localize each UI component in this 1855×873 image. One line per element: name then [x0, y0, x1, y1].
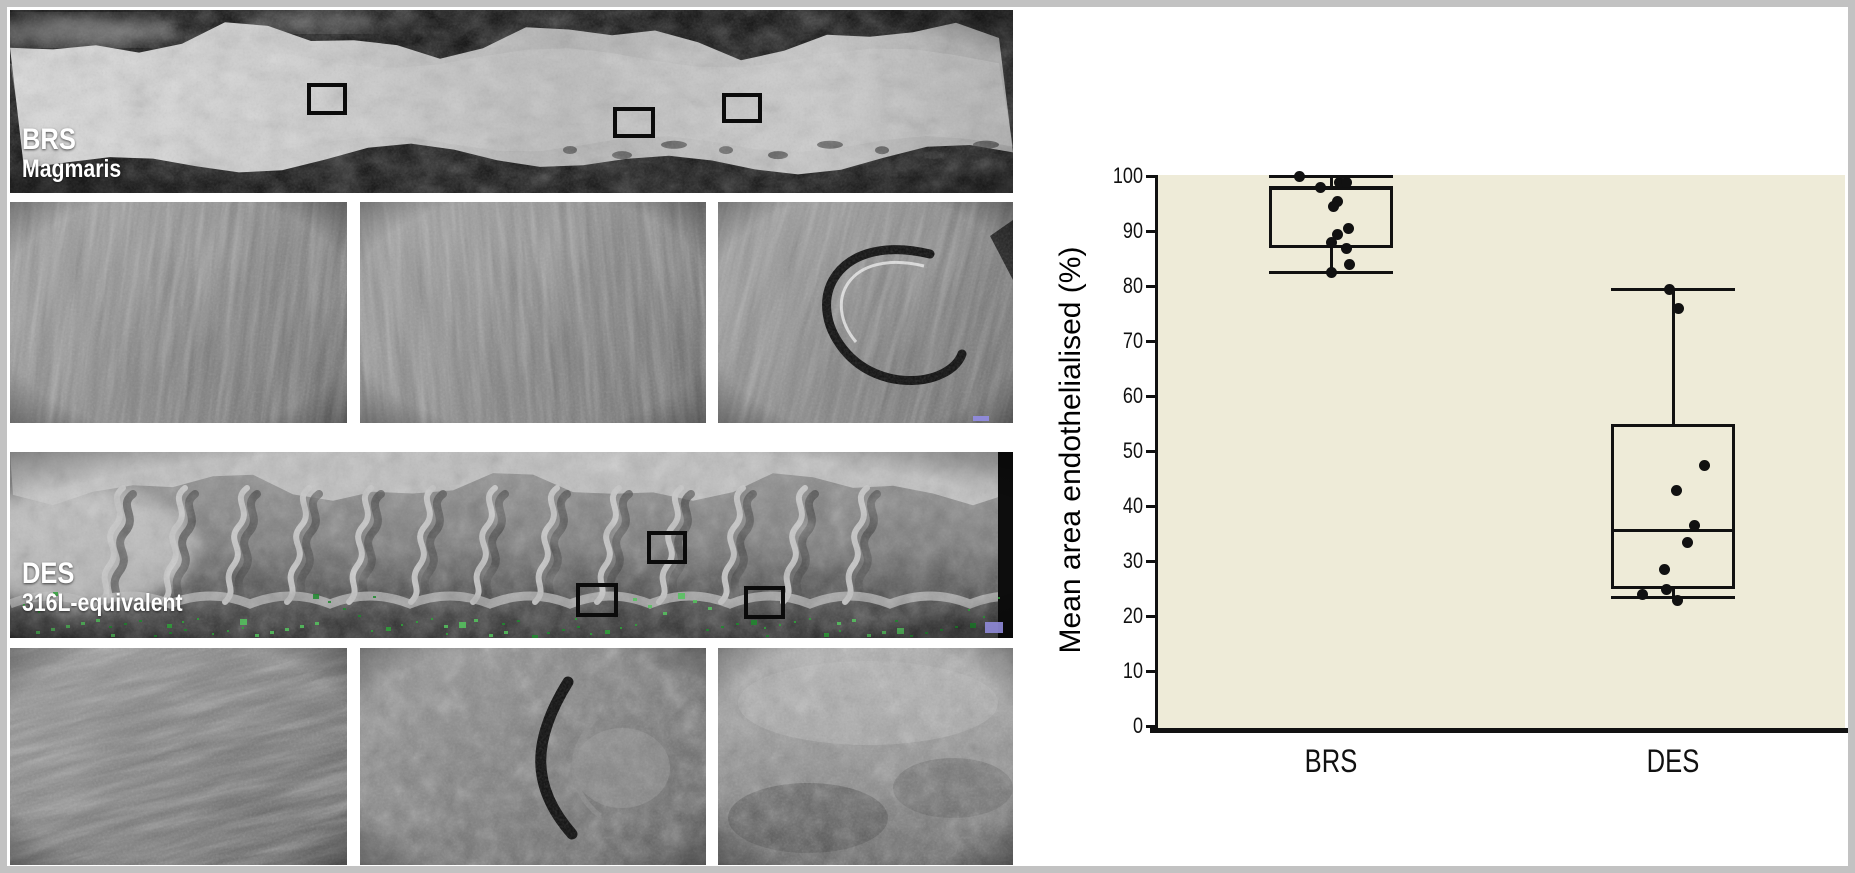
- roi-box-des-1: [647, 531, 687, 564]
- des-data-point: [1673, 303, 1684, 314]
- brs-detail-3-texture: [718, 202, 1013, 423]
- brs-data-point: [1341, 242, 1352, 254]
- y-tick-label-60: 60: [1122, 383, 1143, 408]
- y-tick-100: [1146, 174, 1155, 178]
- y-tick-30: [1146, 559, 1155, 563]
- frame-bottom: [0, 866, 1855, 873]
- brs-median-line: [1269, 185, 1393, 189]
- x-axis-label-des: DES: [1646, 743, 1700, 779]
- des-data-point: [1659, 564, 1670, 576]
- des-overview-micrograph: DES 316L-equivalent: [10, 452, 1013, 638]
- roi-box-brs-1: [307, 83, 347, 115]
- des-median-line: [1611, 529, 1735, 533]
- des-data-point: [1689, 520, 1700, 532]
- des-detail-1-texture: [10, 648, 347, 865]
- brs-label-block: BRS Magmaris: [22, 124, 121, 182]
- des-detail-2-texture: [360, 648, 706, 865]
- y-tick-label-90: 90: [1122, 218, 1143, 243]
- des-data-point: [1661, 583, 1672, 595]
- y-axis-line: [1155, 175, 1158, 733]
- brs-data-point: [1341, 176, 1352, 188]
- des-detail-micrograph-3: [718, 648, 1013, 865]
- brs-overview-micrograph: BRS Magmaris: [10, 10, 1013, 193]
- roi-box-brs-3: [722, 93, 762, 123]
- x-axis-label-brs: BRS: [1304, 743, 1358, 779]
- des-data-point: [1672, 594, 1683, 606]
- des-detail-micrograph-2: [360, 648, 706, 865]
- brs-data-point: [1343, 223, 1354, 235]
- brs-subtitle: Magmaris: [22, 154, 122, 183]
- des-whisker-top: [1671, 288, 1675, 424]
- y-tick-70: [1146, 339, 1155, 343]
- plot-area: [1157, 175, 1845, 729]
- y-tick-label-100: 100: [1112, 163, 1143, 188]
- des-detail-micrograph-1: [10, 648, 347, 865]
- y-tick-10: [1146, 669, 1155, 673]
- des-data-point: [1637, 589, 1648, 600]
- y-tick-label-40: 40: [1122, 493, 1143, 518]
- brs-title: BRS: [22, 123, 76, 156]
- y-tick-label-80: 80: [1122, 273, 1143, 298]
- y-tick-90: [1146, 229, 1155, 233]
- brs-detail-1-texture: [10, 202, 347, 423]
- des-label-block: DES 316L-equivalent: [22, 558, 183, 616]
- frame-right: [1848, 0, 1855, 873]
- brs-data-point: [1294, 171, 1305, 182]
- scale-marker: [985, 622, 1003, 633]
- brs-data-point: [1332, 228, 1343, 240]
- roi-box-des-2: [576, 583, 618, 617]
- des-overview-texture: [10, 452, 1013, 638]
- frame-top: [0, 0, 1855, 7]
- brs-data-point: [1344, 259, 1355, 270]
- scale-marker: [973, 416, 989, 421]
- y-tick-0: [1146, 724, 1155, 728]
- brs-data-point: [1328, 201, 1339, 213]
- brs-data-point: [1332, 195, 1343, 207]
- y-tick-40: [1146, 504, 1155, 508]
- y-tick-20: [1146, 614, 1155, 618]
- y-tick-80: [1146, 284, 1155, 288]
- des-data-point: [1699, 459, 1710, 471]
- y-tick-60: [1146, 394, 1155, 398]
- y-tick-label-50: 50: [1122, 438, 1143, 463]
- des-title: DES: [22, 557, 75, 590]
- y-tick-50: [1146, 449, 1155, 453]
- y-tick-label-20: 20: [1122, 603, 1143, 628]
- y-axis-title: Mean area endothelialised (%): [1054, 246, 1087, 654]
- brs-data-point: [1334, 176, 1345, 188]
- brs-detail-micrograph-1: [10, 202, 347, 423]
- roi-box-des-3: [744, 586, 785, 619]
- des-data-point: [1671, 484, 1682, 496]
- brs-detail-micrograph-3: [718, 202, 1013, 423]
- brs-data-point: [1315, 182, 1326, 193]
- x-axis-line: [1150, 728, 1850, 733]
- brs-data-point: [1326, 267, 1337, 279]
- des-subtitle: 316L-equivalent: [22, 588, 183, 617]
- brs-whisker-top: [1329, 176, 1333, 187]
- brs-detail-micrograph-2: [360, 202, 706, 423]
- brs-whisker-bottom: [1329, 247, 1333, 273]
- y-tick-label-0: 0: [1132, 713, 1143, 738]
- brs-data-point: [1326, 237, 1337, 248]
- des-detail-3-texture: [718, 648, 1013, 865]
- y-tick-label-30: 30: [1122, 548, 1143, 573]
- des-box: [1611, 423, 1735, 589]
- des-data-point: [1664, 283, 1675, 295]
- des-whisker-bottom: [1671, 588, 1675, 597]
- brs-overview-texture: [10, 10, 1013, 193]
- des-data-point: [1682, 536, 1693, 548]
- roi-box-brs-2: [613, 107, 655, 138]
- brs-detail-2-texture: [360, 202, 706, 423]
- frame-left: [0, 0, 7, 873]
- y-tick-label-10: 10: [1122, 658, 1143, 683]
- y-tick-label-70: 70: [1122, 328, 1143, 353]
